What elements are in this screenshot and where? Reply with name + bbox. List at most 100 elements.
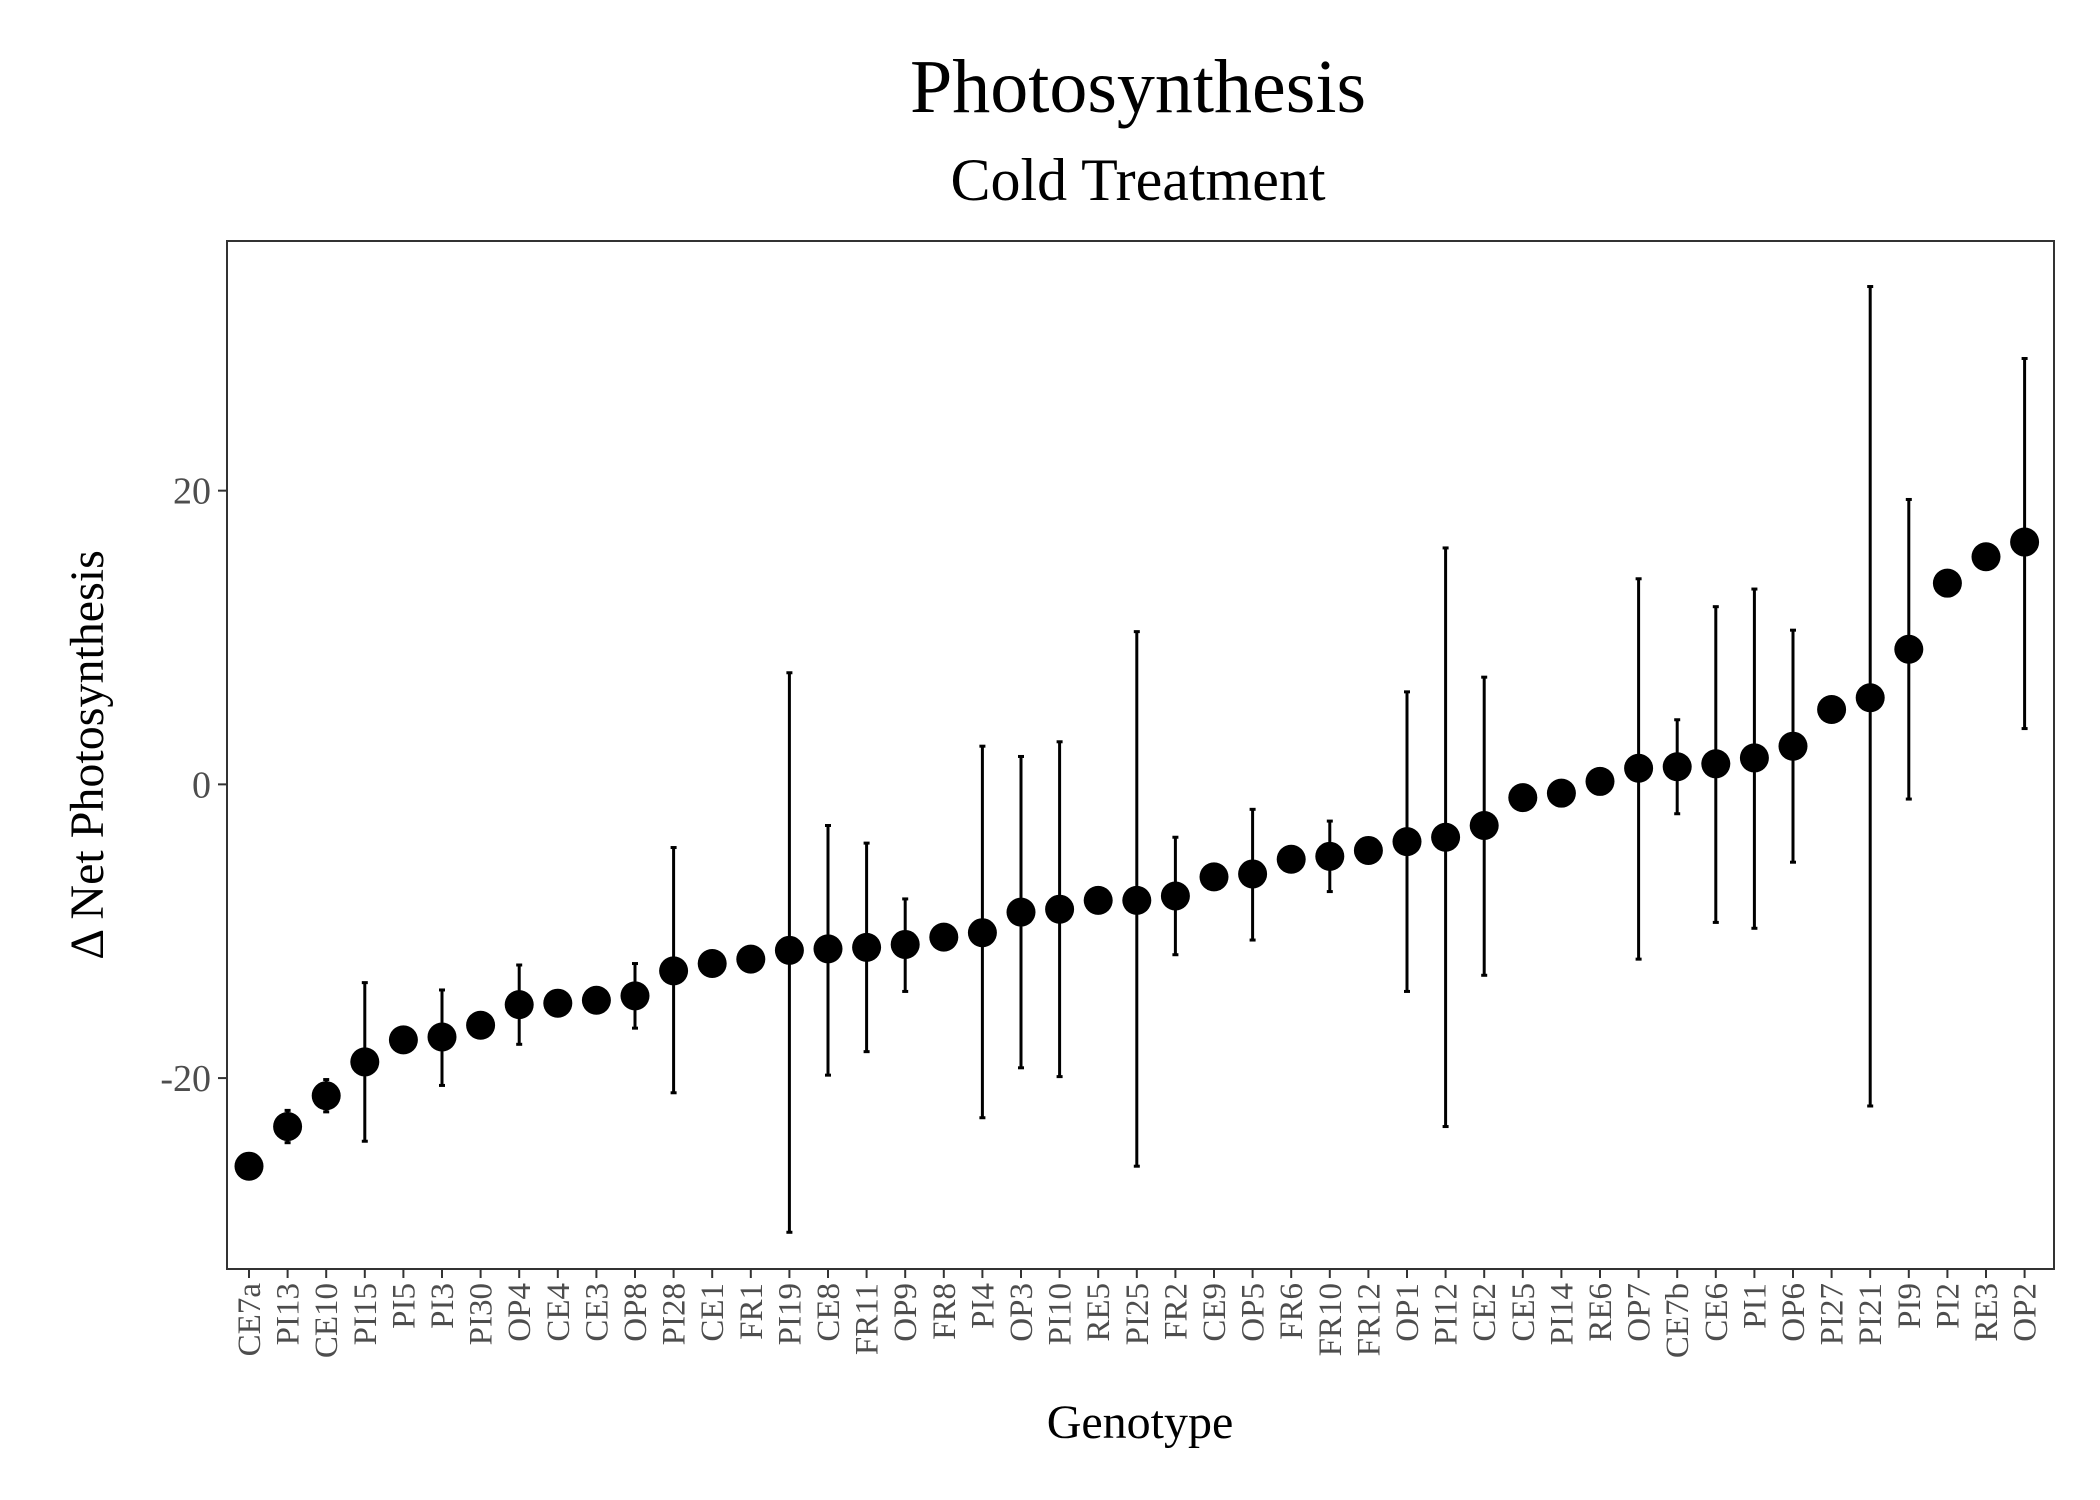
data-point: [1469, 810, 1499, 840]
x-tick-label: PI21: [1853, 1283, 1889, 1345]
plot-panel: [226, 240, 2055, 1270]
x-tick-label: OP8: [618, 1283, 654, 1342]
x-tick-label: PI3: [425, 1283, 461, 1329]
x-tick-label: PI10: [1043, 1283, 1079, 1345]
data-point: [1971, 542, 2001, 572]
x-tick-label: PI27: [1815, 1283, 1851, 1345]
x-tick-label: CE2: [1467, 1283, 1503, 1342]
y-axis-title: Δ Net Photosynthesis: [61, 550, 114, 960]
chart-title: Photosynthesis: [910, 45, 1366, 129]
data-point: [813, 934, 843, 964]
y-tick-label: -20: [160, 1058, 211, 1100]
data-point: [1817, 694, 1847, 724]
x-tick-label: PI2: [1930, 1283, 1966, 1329]
x-tick-label: FR1: [734, 1283, 770, 1340]
data-point: [350, 1047, 380, 1077]
x-tick-label: FR2: [1158, 1283, 1194, 1340]
data-point: [1199, 862, 1229, 892]
data-point: [1276, 844, 1306, 874]
data-point: [736, 944, 766, 974]
x-tick-label: CE1: [695, 1283, 731, 1342]
data-point: [1238, 859, 1268, 889]
data-point: [273, 1112, 303, 1142]
x-tick-label: OP9: [888, 1283, 924, 1342]
x-tick-label: PI4: [965, 1283, 1001, 1329]
data-point: [1160, 881, 1190, 911]
data-point: [1932, 568, 1962, 598]
x-tick-label: OP3: [1004, 1283, 1040, 1342]
data-point: [581, 985, 611, 1015]
x-tick-label: PI1: [1737, 1283, 1773, 1329]
x-tick-label: FR11: [850, 1283, 886, 1355]
data-point: [1045, 894, 1075, 924]
data-points: [234, 527, 2040, 1181]
x-tick-label: FR10: [1313, 1283, 1349, 1356]
x-tick-label: CE3: [579, 1283, 615, 1342]
data-point: [1894, 634, 1924, 664]
data-point: [1624, 753, 1654, 783]
data-point: [1739, 743, 1769, 773]
data-point: [852, 932, 882, 962]
x-tick-label: PI15: [348, 1283, 384, 1345]
x-tick-label: PI5: [386, 1283, 422, 1329]
x-tick-label: PI9: [1892, 1283, 1928, 1329]
x-tick-label: OP6: [1776, 1283, 1812, 1342]
data-point: [1083, 885, 1113, 915]
x-tick-label: RE6: [1583, 1283, 1619, 1342]
data-point: [659, 956, 689, 986]
x-tick-label: FR6: [1274, 1283, 1310, 1340]
x-tick-label: CE9: [1197, 1283, 1233, 1342]
data-point: [890, 929, 920, 959]
data-point: [1585, 766, 1615, 796]
x-tick-label: PI13: [271, 1283, 307, 1345]
x-tick-label: CE5: [1506, 1283, 1542, 1342]
x-tick-label: OP2: [2008, 1283, 2044, 1342]
data-point: [1392, 827, 1422, 857]
data-point: [1006, 897, 1036, 927]
data-point: [1701, 749, 1731, 779]
x-tick-label: CE8: [811, 1283, 847, 1342]
x-axis-title: Genotype: [1047, 1396, 1234, 1449]
data-point: [1122, 885, 1152, 915]
x-tick-label: CE7a: [232, 1283, 268, 1357]
data-point: [1546, 778, 1576, 808]
x-tick-label: CE6: [1699, 1283, 1735, 1342]
x-tick-label: FR12: [1351, 1283, 1387, 1356]
data-point: [1431, 822, 1461, 852]
data-point: [774, 935, 804, 965]
data-point: [1778, 731, 1808, 761]
x-tick-label: PI28: [657, 1283, 693, 1345]
x-tick-label: OP5: [1236, 1283, 1272, 1342]
data-point: [697, 949, 727, 979]
data-point: [2010, 527, 2040, 557]
data-point: [504, 990, 534, 1020]
data-point: [427, 1022, 457, 1052]
x-tick-label: OP1: [1390, 1283, 1426, 1342]
x-tick-label: OP7: [1622, 1283, 1658, 1342]
data-point: [1353, 835, 1383, 865]
y-axis: -20 0 20: [160, 471, 227, 1100]
x-tick-label: OP4: [502, 1283, 538, 1342]
data-point: [620, 981, 650, 1011]
data-point: [1508, 783, 1538, 813]
x-tick-label: RE3: [1969, 1283, 2005, 1342]
data-point: [929, 922, 959, 952]
x-tick-label: FR8: [927, 1283, 963, 1340]
y-tick-label: 0: [192, 764, 211, 806]
data-point: [388, 1025, 418, 1055]
data-point: [1855, 683, 1885, 713]
chart-subtitle: Cold Treatment: [950, 147, 1325, 213]
data-point: [466, 1010, 496, 1040]
x-tick-label: PI12: [1429, 1283, 1465, 1345]
x-tick-label: RE5: [1081, 1283, 1117, 1342]
x-tick-label: PI30: [464, 1283, 500, 1345]
x-tick-label: CE7b: [1660, 1283, 1696, 1358]
data-point: [234, 1151, 264, 1181]
y-tick-label: 20: [173, 471, 211, 513]
data-point: [1315, 841, 1345, 871]
x-tick-label: PI19: [772, 1283, 808, 1345]
x-axis: CE7a PI13 CE10 PI15 PI5 PI3 PI30 OP4 CE4 CE3 OP8 PI…: [232, 1269, 2044, 1358]
data-point: [311, 1081, 341, 1111]
data-point: [967, 918, 997, 948]
